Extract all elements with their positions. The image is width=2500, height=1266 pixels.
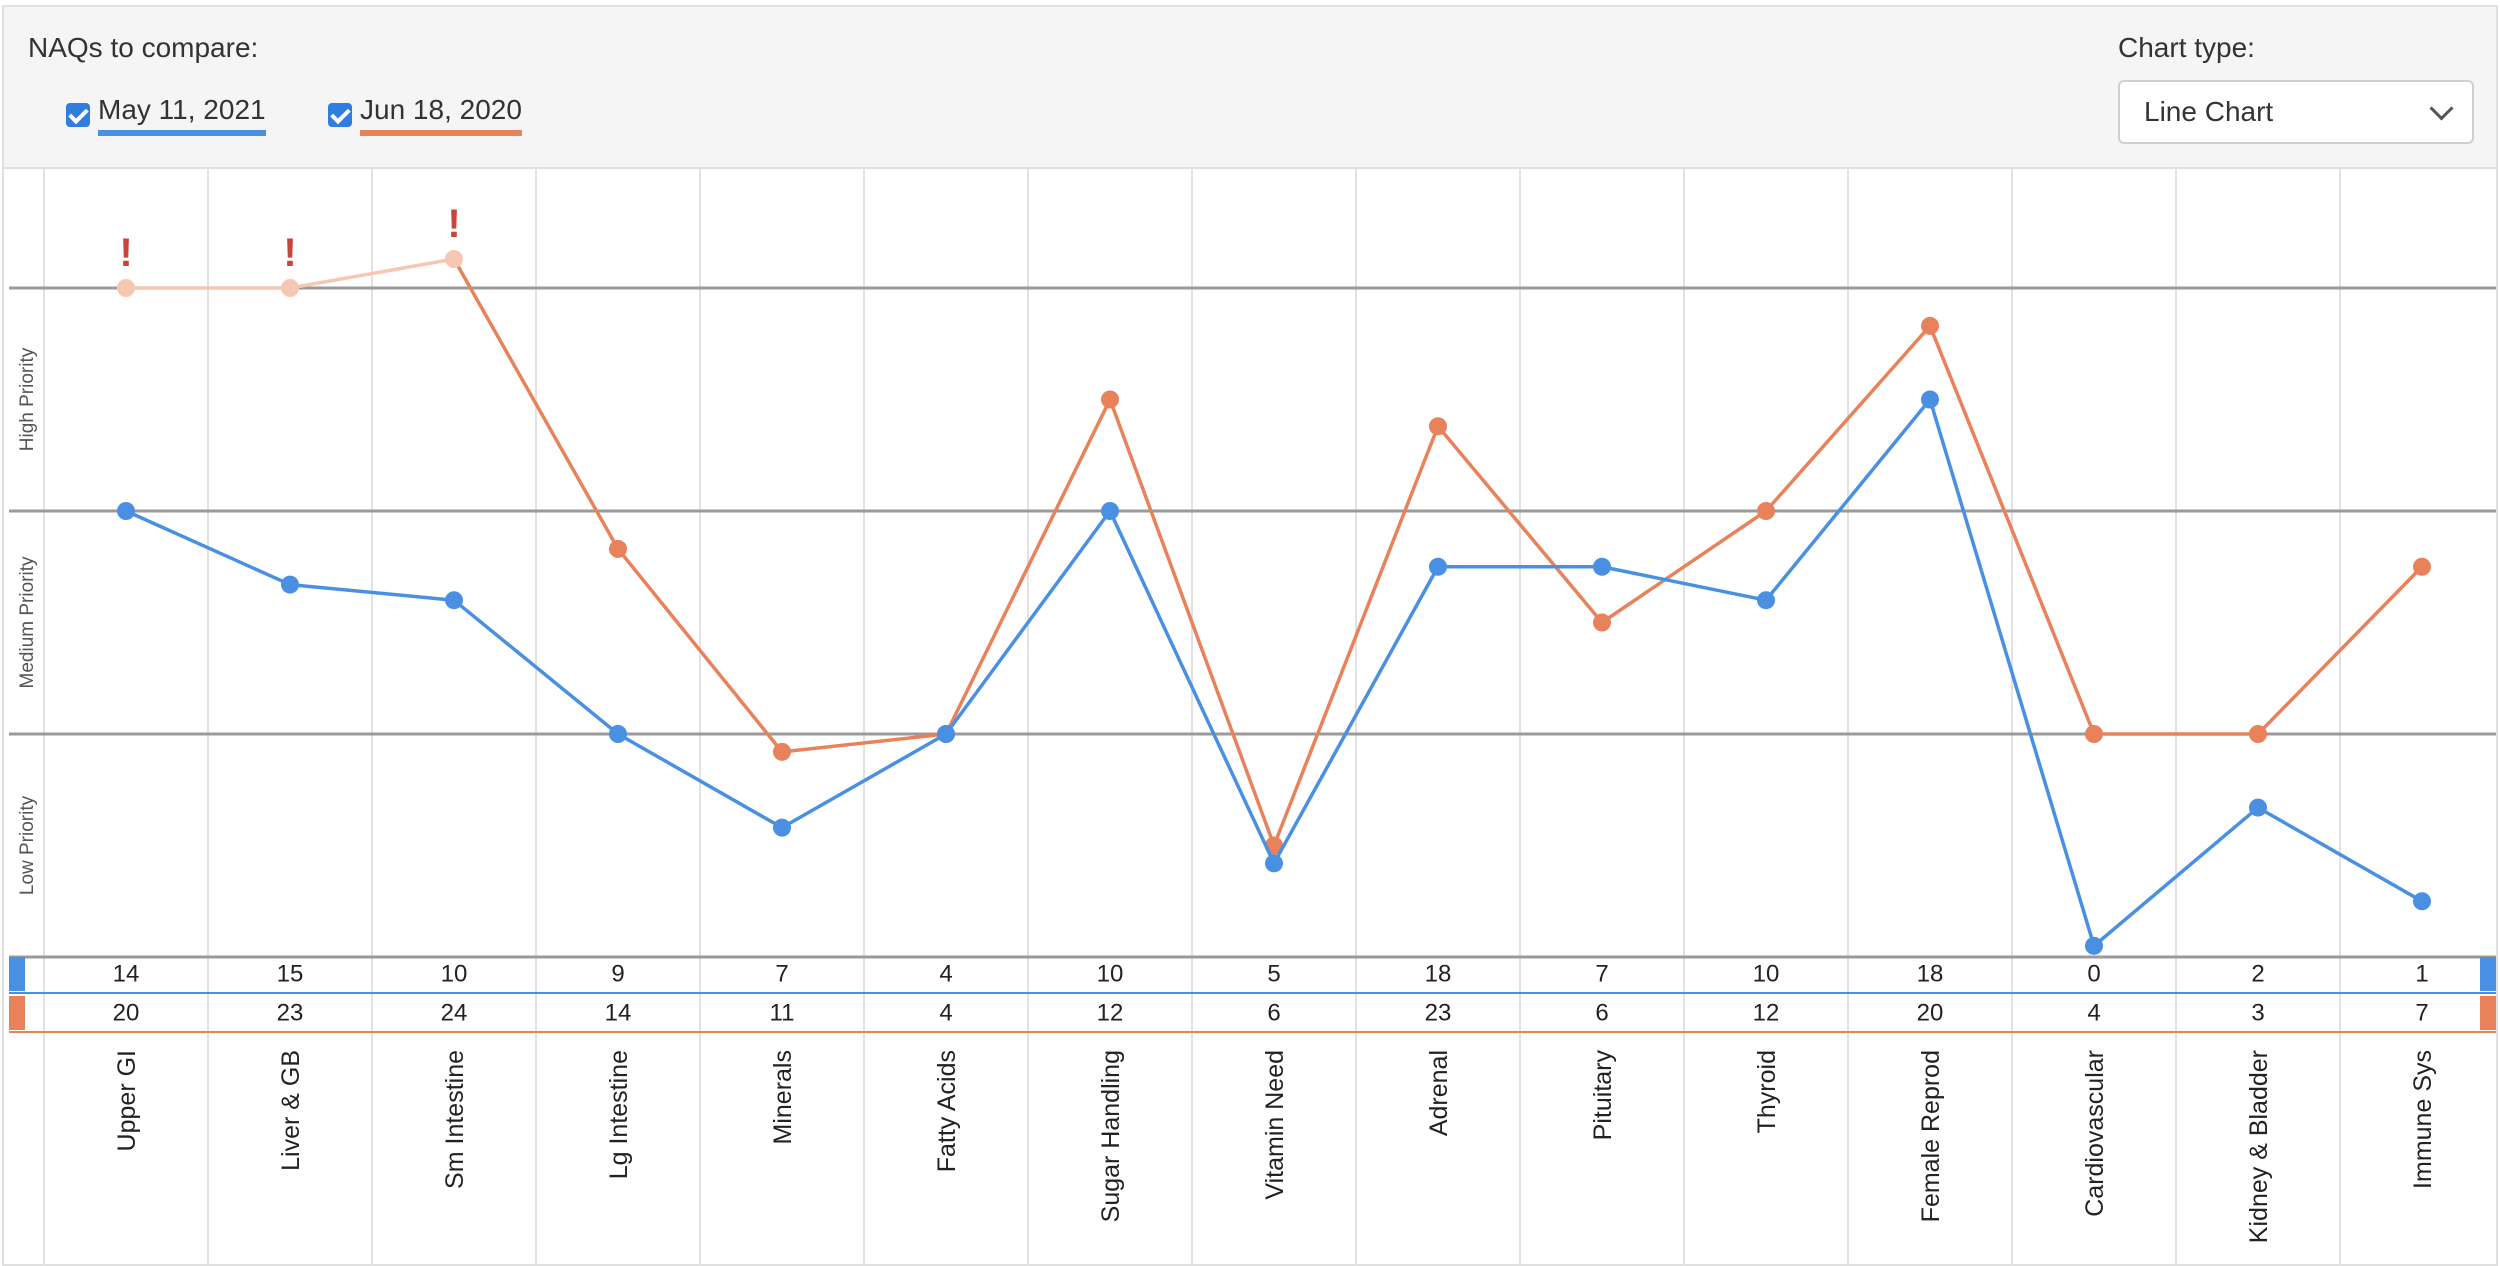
score-label: 20 — [113, 999, 140, 1026]
series-1-point — [1101, 502, 1119, 520]
score-label: 23 — [277, 999, 304, 1026]
score-label: 1 — [2415, 960, 2428, 987]
score-label: 3 — [2251, 999, 2264, 1026]
score-label: 10 — [1753, 960, 1780, 987]
series-1-checkbox[interactable] — [66, 103, 90, 127]
score-label: 12 — [1097, 999, 1124, 1026]
series-1-point — [1265, 854, 1283, 872]
category-label: Female Reprod — [1917, 1050, 1945, 1222]
series-1-point — [773, 819, 791, 837]
category-label: Sm Intestine — [441, 1050, 469, 1189]
series-1-point — [2249, 799, 2267, 817]
chart-type-select[interactable]: Line Chart — [2118, 80, 2474, 144]
series-1-row-marker-left — [9, 957, 25, 991]
category-label: Pituitary — [1589, 1050, 1617, 1141]
zone-label: High Priority — [17, 347, 38, 451]
score-label: 10 — [441, 960, 468, 987]
series-2-point — [773, 743, 791, 761]
series-2-point — [445, 250, 463, 268]
category-label: Fatty Acids — [933, 1050, 961, 1172]
zone-label: Low Priority — [17, 795, 38, 895]
category-label: Sugar Handling — [1097, 1050, 1125, 1222]
score-label: 0 — [2087, 960, 2100, 987]
score-label: 5 — [1267, 960, 1280, 987]
series-2-point — [609, 540, 627, 558]
series-2-point — [2085, 725, 2103, 743]
score-label: 23 — [1425, 999, 1452, 1026]
score-label: 6 — [1595, 999, 1608, 1026]
series-1-point — [609, 725, 627, 743]
score-label: 7 — [1595, 960, 1608, 987]
category-label: Immune Sys — [2409, 1050, 2437, 1189]
score-label: 4 — [2087, 999, 2100, 1026]
series-1-row-marker-right — [2480, 957, 2496, 991]
score-label: 7 — [2415, 999, 2428, 1026]
category-label: Minerals — [769, 1050, 797, 1144]
series-2-row-marker-right — [2480, 996, 2496, 1030]
score-label: 4 — [939, 960, 952, 987]
series-2-point — [2249, 725, 2267, 743]
score-label: 10 — [1097, 960, 1124, 987]
series-2-point — [281, 279, 299, 297]
category-label: Liver & GB — [277, 1050, 305, 1171]
category-label: Adrenal — [1425, 1050, 1453, 1136]
compare-label: NAQs to compare: — [28, 32, 258, 64]
series-1-point — [937, 725, 955, 743]
category-label: Cardiovascular — [2081, 1050, 2109, 1217]
series-2-point — [2413, 558, 2431, 576]
score-label: 7 — [775, 960, 788, 987]
score-label: 24 — [441, 999, 468, 1026]
series-2-checkbox[interactable] — [328, 103, 352, 127]
category-label: Lg Intestine — [605, 1050, 633, 1179]
series-1-point — [1593, 558, 1611, 576]
series-toggle-1[interactable]: May 11, 2021 — [66, 94, 266, 136]
warning-icon: ! — [119, 231, 132, 275]
score-label: 14 — [605, 999, 632, 1026]
series-2-point — [1593, 614, 1611, 632]
series-1-point — [2413, 892, 2431, 910]
series-1-point — [1429, 558, 1447, 576]
score-label: 2 — [2251, 960, 2264, 987]
category-label: Vitamin Need — [1261, 1050, 1289, 1200]
score-label: 20 — [1917, 999, 1944, 1026]
score-label: 9 — [611, 960, 624, 987]
series-1-label[interactable]: May 11, 2021 — [98, 94, 266, 136]
score-label: 11 — [770, 999, 795, 1026]
series-1-point — [1921, 391, 1939, 409]
series-2-point — [117, 279, 135, 297]
series-2-point — [1429, 417, 1447, 435]
score-label: 18 — [1425, 960, 1452, 987]
series-toggle-2[interactable]: Jun 18, 2020 — [328, 94, 522, 136]
series-2-point — [1101, 391, 1119, 409]
series-2-point — [1757, 502, 1775, 520]
series-2-label[interactable]: Jun 18, 2020 — [360, 94, 522, 136]
category-label: Thyroid — [1753, 1050, 1781, 1133]
warning-icon: ! — [447, 202, 460, 246]
series-1-point — [117, 502, 135, 520]
score-label: 15 — [277, 960, 304, 987]
category-label: Kidney & Bladder — [2245, 1050, 2273, 1243]
series-2-point — [1921, 317, 1939, 335]
series-1-point — [1757, 591, 1775, 609]
chart-area: Low Priority Medium Priority High Priority… — [2, 169, 2498, 1266]
warning-icon: ! — [283, 231, 296, 275]
chart-type-value: Line Chart — [2144, 96, 2273, 128]
chevron-down-icon — [2429, 96, 2453, 120]
series-1-point — [445, 591, 463, 609]
score-label: 4 — [939, 999, 952, 1026]
category-label: Upper GI — [113, 1050, 141, 1151]
series-1-point — [281, 576, 299, 594]
chart-type-label: Chart type: — [2118, 32, 2255, 64]
series-2-row-marker-left — [9, 996, 25, 1030]
series-1-point — [2085, 937, 2103, 955]
score-label: 6 — [1267, 999, 1280, 1026]
zone-label: Medium Priority — [17, 556, 38, 688]
line-chart: Low Priority Medium Priority High Priority… — [4, 169, 2496, 1266]
score-label: 12 — [1753, 999, 1780, 1026]
score-label: 18 — [1917, 960, 1944, 987]
score-label: 14 — [113, 960, 140, 987]
